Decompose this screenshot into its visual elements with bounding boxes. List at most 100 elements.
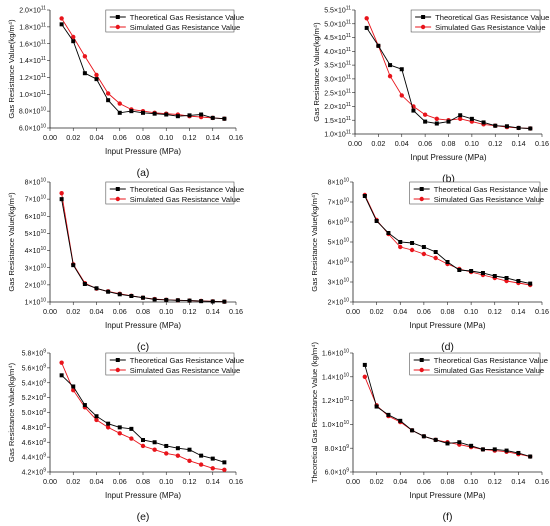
y-tick-label: 6×1010 (25, 212, 47, 221)
y-tick-label: 1.6×1010 (322, 349, 349, 358)
theoretical-point (141, 438, 145, 443)
x-axis-label: Input Pressure (MPa) (105, 491, 181, 500)
theoretical-point (187, 447, 192, 452)
theoretical-point (410, 241, 415, 245)
simulated-point (457, 116, 463, 122)
simulated-point (105, 425, 111, 430)
y-tick-mantissa: 8×10 (328, 180, 344, 187)
theoretical-point (374, 404, 379, 409)
theoretical-point (106, 98, 111, 103)
simulated-point (117, 101, 122, 106)
x-tick-label: 0.02 (66, 307, 80, 316)
y-tick-exponent: 10 (40, 246, 46, 252)
y-tick-label: 4.8×109 (22, 423, 47, 432)
theoretical-point (117, 425, 122, 430)
theoretical-point (516, 450, 521, 455)
y-tick-mantissa: 4.5×10 (324, 35, 346, 42)
y-tick-mantissa: 4.8×10 (22, 425, 44, 432)
theoretical-point (152, 111, 157, 116)
y-tick-exponent: 9 (43, 468, 46, 474)
y-tick-mantissa: 3×10 (328, 280, 344, 287)
y-tick-label: 5.8×109 (22, 349, 47, 358)
theoretical-point (210, 299, 215, 304)
y-tick-mantissa: 7×10 (328, 200, 344, 207)
y-tick-mantissa: 1.4×10 (19, 58, 41, 65)
y-tick-label: 1.0×1011 (19, 90, 46, 99)
legend-square-marker (115, 187, 120, 191)
y-tick-mantissa: 1.4×10 (322, 374, 344, 381)
theoretical-point (222, 460, 227, 465)
legend-box (410, 9, 541, 33)
simulated-point (198, 462, 204, 467)
theoretical-point (210, 456, 215, 461)
theoretical-point (129, 426, 134, 431)
y-tick-label: 3.0×1011 (324, 74, 351, 83)
theoretical-point (469, 443, 474, 448)
y-tick-label: 1.2×1010 (322, 396, 349, 405)
theoretical-point (457, 268, 462, 272)
x-axis-label: Input Pressure (MPa) (105, 147, 181, 156)
simulated-point (398, 244, 403, 250)
theoretical-point (141, 295, 145, 300)
theoretical-point (433, 250, 438, 254)
y-tick-exponent: 9 (43, 453, 46, 459)
y-tick-exponent: 10 (40, 263, 46, 269)
theoretical-point (199, 453, 204, 458)
y-tick-label: 8×1010 (25, 178, 47, 187)
theoretical-point (516, 125, 521, 130)
x-tick-label: 0.16 (229, 477, 243, 486)
simulated-point (164, 451, 169, 456)
theoretical-point (504, 276, 509, 280)
theoretical-point (362, 194, 367, 198)
y-tick-label: 5.4×109 (22, 378, 47, 387)
y-axis-label: Gas Resistance Value(kg/m⁴) (7, 19, 16, 119)
theoretical-point (82, 71, 87, 76)
y-tick-exponent: 11 (346, 47, 351, 53)
legend-box (409, 352, 541, 376)
chart-panel-e: 0.00 0.02 0.04 0.06 0.08 0.10 0.12 0.14 0.16 4.2×… (7, 349, 244, 523)
y-tick-mantissa: 4.6×10 (22, 440, 44, 447)
y-tick-exponent: 11 (346, 19, 351, 25)
y-tick-exponent: 10 (40, 280, 46, 286)
y-tick-exponent: 10 (40, 124, 46, 130)
theoretical-point (445, 260, 450, 264)
theoretical-point (492, 447, 497, 452)
x-tick-label: 0.00 (43, 307, 57, 316)
y-tick-mantissa: 6×10 (328, 220, 344, 227)
legend-entry: Theoretical Gas Resistance Value (435, 13, 549, 22)
y-tick-label: 4×1010 (328, 258, 350, 267)
x-tick-label: 0.14 (511, 477, 525, 486)
simulated-point (433, 255, 438, 261)
y-tick-exponent: 10 (40, 298, 46, 304)
y-tick-mantissa: 3.0×10 (324, 76, 346, 83)
x-tick-label: 0.04 (90, 307, 104, 316)
simulated-point (82, 54, 88, 59)
legend-square-marker (419, 358, 424, 362)
y-tick-label: 5.2×109 (22, 393, 47, 402)
x-axis-label: Input Pressure (MPa) (410, 153, 486, 162)
y-tick-exponent: 11 (346, 130, 351, 136)
simulated-point (210, 466, 215, 471)
y-tick-label: 1.4×1010 (322, 372, 349, 381)
legend-entry: Theoretical Gas Resistance Value (130, 185, 244, 194)
y-tick-mantissa: 2×10 (25, 282, 41, 289)
x-tick-label: 0.04 (395, 139, 409, 148)
simulated-point (362, 374, 368, 379)
theoretical-point (386, 412, 391, 417)
theoretical-point (481, 120, 486, 125)
y-tick-label: 6.0×1010 (19, 124, 46, 133)
y-tick-label: 5×1010 (328, 238, 350, 247)
theoretical-point (129, 109, 134, 114)
simulated-point (94, 72, 99, 78)
x-tick-label: 0.08 (442, 139, 456, 148)
y-tick-mantissa: 4.0×10 (324, 49, 346, 56)
simulated-point (105, 91, 111, 96)
y-tick-label: 7×1010 (25, 195, 47, 204)
theoretical-point (199, 112, 204, 117)
theoretical-point (433, 437, 438, 442)
theoretical-point (469, 116, 474, 121)
y-tick-label: 7×1010 (328, 198, 350, 207)
x-tick-label: 0.08 (136, 133, 150, 142)
theoretical-point (480, 271, 485, 275)
x-tick-label: 0.08 (136, 477, 150, 486)
